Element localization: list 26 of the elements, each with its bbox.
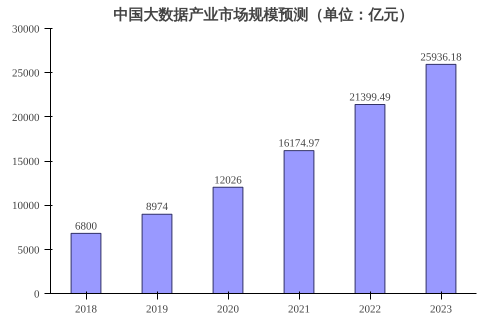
bar	[426, 64, 456, 294]
x-tick-label: 2018	[75, 304, 98, 316]
y-tick-label: 30000	[12, 24, 40, 36]
bar	[70, 232, 102, 294]
data-label: 16174.97	[278, 138, 320, 150]
x-tick-label: 2023	[430, 304, 452, 316]
chart-title: 中国大数据产业市场规模预测（单位：亿元）	[114, 6, 414, 24]
data-label: 6800	[75, 220, 98, 232]
x-tick-label: 2022	[359, 304, 381, 316]
data-label: 21399.49	[349, 91, 392, 104]
bar	[284, 150, 314, 294]
bar	[212, 186, 244, 294]
y-tick-label: 0	[34, 288, 40, 300]
bar	[354, 104, 386, 294]
x-tick-label: 2021	[288, 304, 310, 316]
x-tick-label: 2020	[217, 304, 240, 316]
y-tick-label: 15000	[12, 156, 40, 168]
y-tick-label: 20000	[12, 112, 40, 124]
x-tick-label: 2019	[146, 304, 168, 316]
data-label: 8974	[146, 201, 168, 214]
y-tick-label: 5000	[18, 244, 40, 256]
y-tick-label: 25000	[12, 68, 40, 80]
bar	[142, 214, 172, 294]
data-label: 12026	[214, 174, 242, 186]
data-label: 25936.18	[420, 51, 462, 64]
y-tick-label: 10000	[12, 200, 40, 212]
